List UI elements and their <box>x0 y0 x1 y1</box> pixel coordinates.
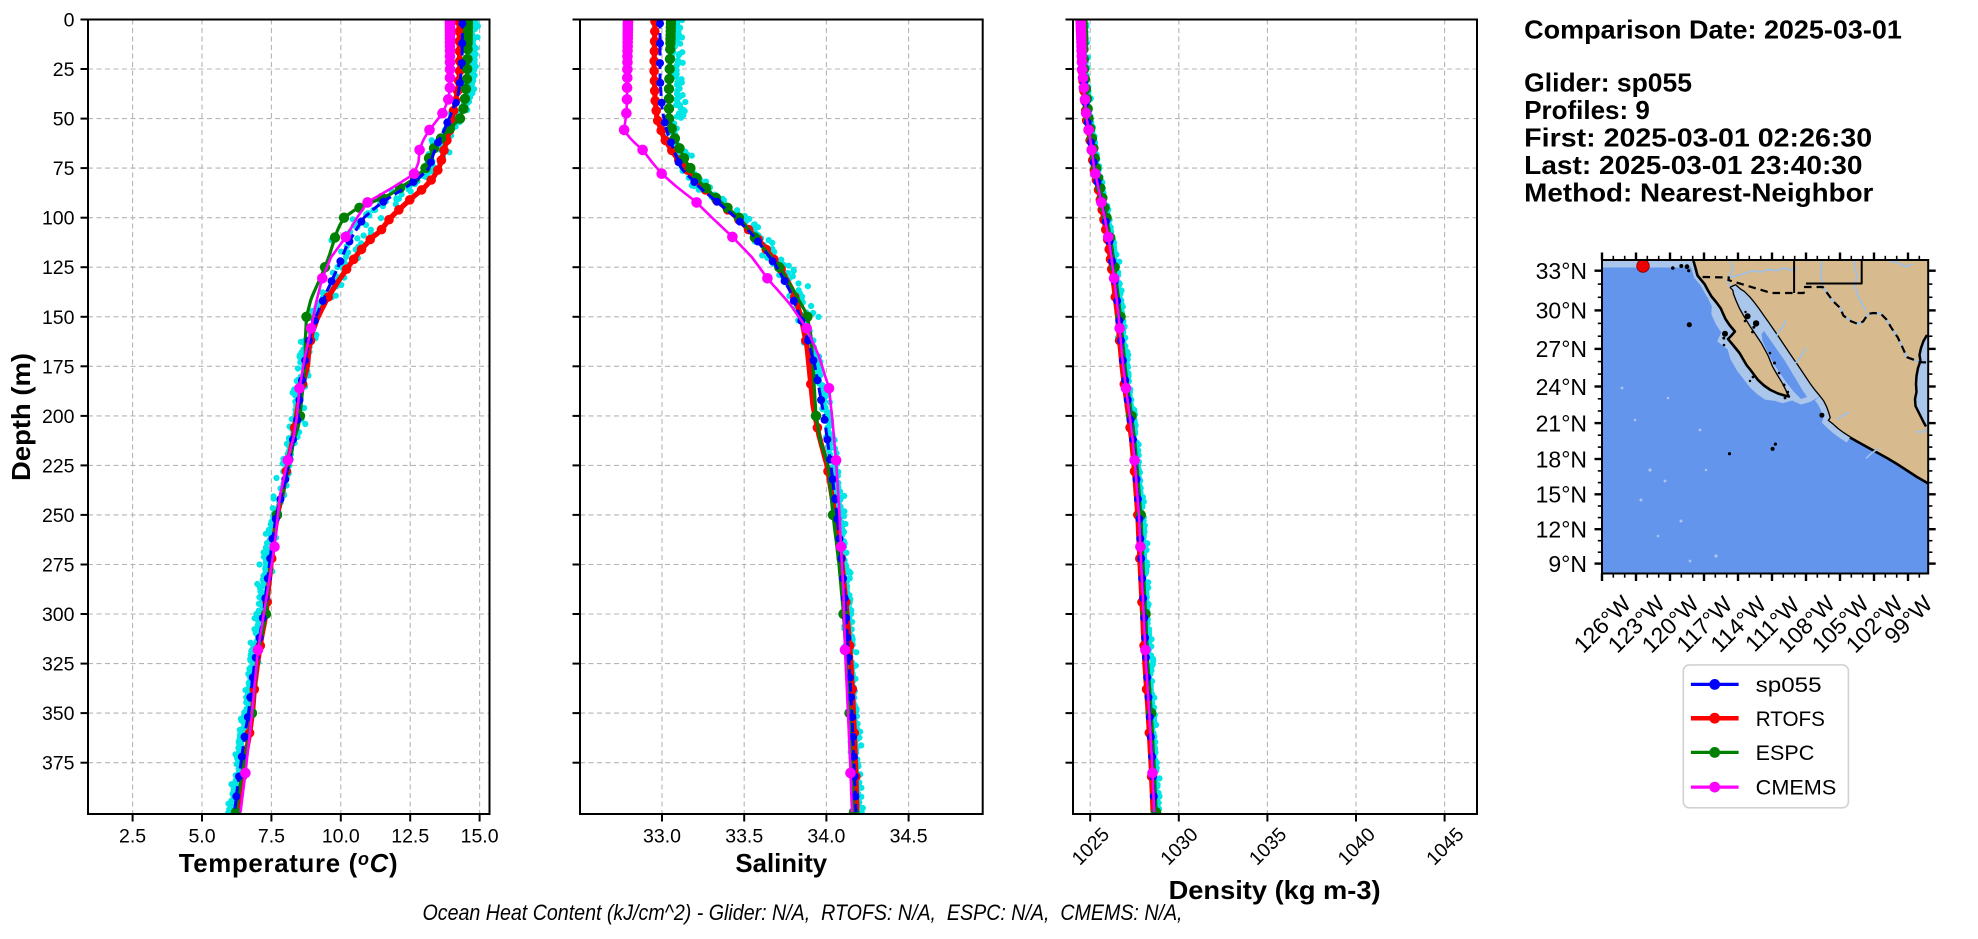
svg-text:18°N: 18°N <box>1536 446 1587 472</box>
svg-text:15°N: 15°N <box>1536 482 1587 508</box>
svg-text:Salinity: Salinity <box>735 850 827 878</box>
svg-text:Comparison Date: 2025-03-01: Comparison Date: 2025-03-01 <box>1524 15 1902 45</box>
svg-text:10.0: 10.0 <box>322 826 360 848</box>
svg-text:33.0: 33.0 <box>643 826 681 848</box>
svg-text:350: 350 <box>42 703 75 725</box>
svg-text:225: 225 <box>42 455 75 477</box>
svg-text:9°N: 9°N <box>1548 551 1587 577</box>
svg-text:Method: Nearest-Neighbor: Method: Nearest-Neighbor <box>1524 177 1873 207</box>
svg-text:75: 75 <box>53 158 75 180</box>
svg-text:24°N: 24°N <box>1536 374 1587 400</box>
svg-text:RTOFS: RTOFS <box>1756 707 1825 731</box>
svg-text:2.5: 2.5 <box>119 826 146 848</box>
svg-text:ESPC: ESPC <box>1756 741 1815 765</box>
svg-text:375: 375 <box>42 753 75 775</box>
svg-text:325: 325 <box>42 654 75 676</box>
svg-text:100: 100 <box>42 208 75 230</box>
svg-text:200: 200 <box>42 406 75 428</box>
svg-text:33°N: 33°N <box>1536 258 1587 284</box>
svg-text:33.5: 33.5 <box>725 826 763 848</box>
svg-text:5.0: 5.0 <box>188 826 215 848</box>
svg-text:First: 2025-03-01 02:26:30: First: 2025-03-01 02:26:30 <box>1524 123 1872 153</box>
svg-text:30°N: 30°N <box>1536 298 1587 324</box>
svg-text:175: 175 <box>42 356 75 378</box>
svg-text:Profiles: 9: Profiles: 9 <box>1524 95 1650 125</box>
svg-text:25: 25 <box>53 59 75 81</box>
svg-text:300: 300 <box>42 604 75 626</box>
svg-text:12.5: 12.5 <box>391 826 429 848</box>
svg-text:7.5: 7.5 <box>258 826 285 848</box>
svg-text:0: 0 <box>64 10 75 32</box>
svg-text:34.0: 34.0 <box>807 826 845 848</box>
svg-text:15.0: 15.0 <box>461 826 499 848</box>
svg-text:50: 50 <box>53 109 75 131</box>
svg-text:Glider: sp055: Glider: sp055 <box>1524 68 1692 98</box>
svg-text:Depth (m): Depth (m) <box>8 353 36 481</box>
svg-text:Ocean Heat Content (kJ/cm^2) -: Ocean Heat Content (kJ/cm^2) - Glider: N… <box>423 900 1183 925</box>
svg-text:275: 275 <box>42 555 75 577</box>
svg-text:34.5: 34.5 <box>890 826 928 848</box>
svg-text:Density (kg m-3): Density (kg m-3) <box>1169 877 1381 905</box>
svg-text:12°N: 12°N <box>1536 517 1587 543</box>
svg-text:27°N: 27°N <box>1536 336 1587 362</box>
svg-text:Temperature (oC): Temperature (oC) <box>179 849 399 878</box>
svg-text:21°N: 21°N <box>1536 410 1587 436</box>
svg-text:sp055: sp055 <box>1756 673 1822 697</box>
svg-text:Last: 2025-03-01 23:40:30: Last: 2025-03-01 23:40:30 <box>1524 150 1862 180</box>
svg-text:CMEMS: CMEMS <box>1756 776 1837 800</box>
svg-text:150: 150 <box>42 307 75 329</box>
svg-text:125: 125 <box>42 257 75 279</box>
svg-text:250: 250 <box>42 505 75 527</box>
